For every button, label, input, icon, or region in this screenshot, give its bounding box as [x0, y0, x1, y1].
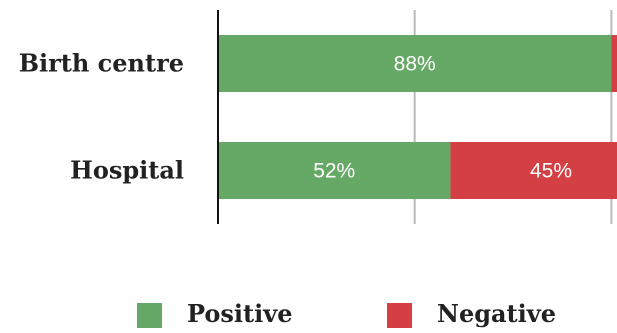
legend-label: Positive — [187, 299, 292, 328]
bar-positive — [218, 142, 451, 199]
data-label: 45% — [530, 160, 572, 183]
category-label: Hospital — [70, 156, 184, 185]
legend-swatch-negative — [387, 303, 412, 328]
bar-negative — [611, 35, 617, 92]
data-label: 52% — [313, 160, 355, 183]
category-label: Birth centre — [19, 49, 184, 78]
bars: 88% 11% 52% 45% — [218, 35, 617, 199]
legend: Positive Negative — [137, 299, 556, 328]
bar-negative — [450, 142, 617, 199]
legend-label: Negative — [437, 299, 556, 328]
category-labels: Birth centre Hospital — [19, 49, 184, 185]
legend-swatch-positive — [137, 303, 162, 328]
bar-positive — [218, 35, 612, 92]
data-label: 11% — [616, 53, 617, 76]
data-label: 88% — [394, 53, 436, 76]
